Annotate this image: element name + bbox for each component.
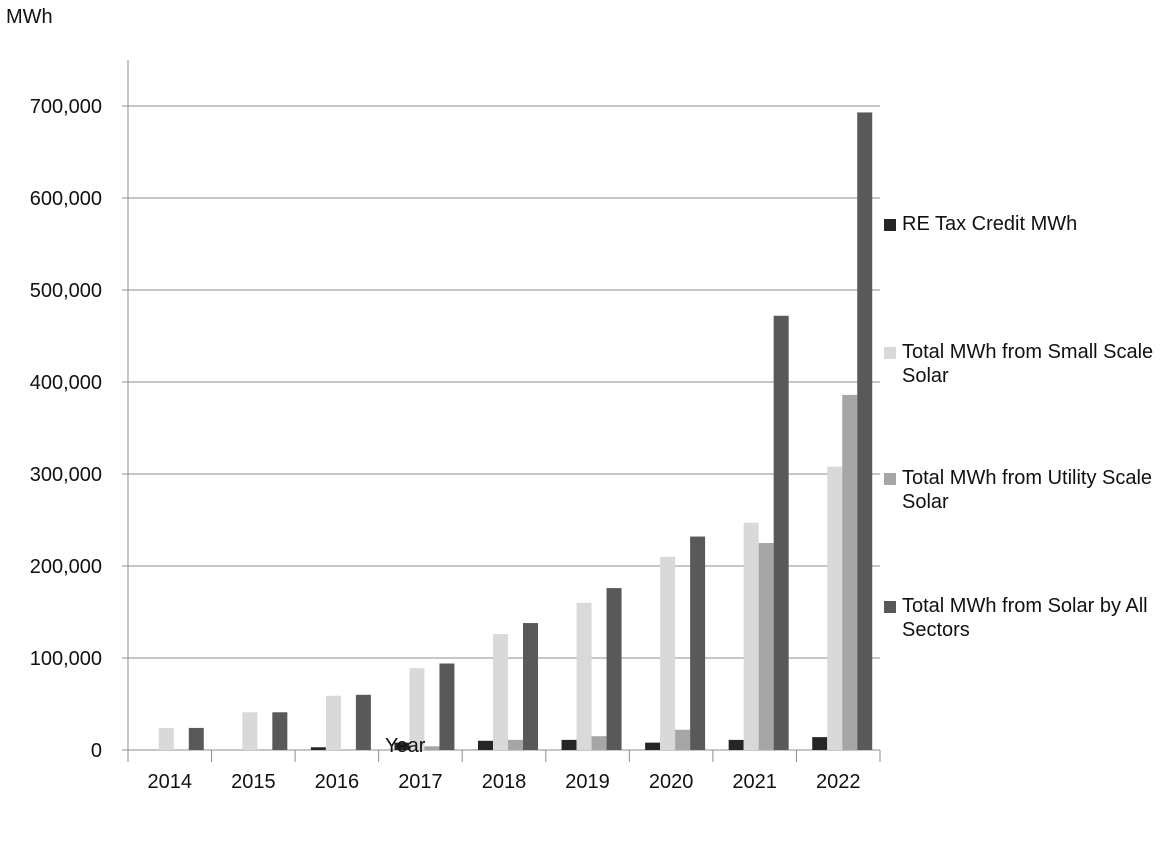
bar	[675, 729, 691, 750]
x-tick-label: 2018	[482, 771, 527, 793]
bar	[394, 742, 410, 750]
bar	[773, 315, 789, 750]
bar	[842, 394, 858, 750]
legend-swatch	[884, 601, 896, 613]
bar	[728, 739, 744, 750]
x-tick-label: 2016	[315, 771, 360, 793]
bar	[576, 602, 592, 750]
x-tick-label: 2022	[816, 771, 861, 793]
bar	[743, 522, 759, 750]
bar	[523, 623, 538, 750]
legend-item-all-sectors: Total MWh from Solar by All Sectors	[884, 594, 1164, 642]
bar	[645, 742, 661, 750]
legend-swatch	[884, 219, 896, 231]
bar	[758, 543, 774, 750]
bar	[310, 747, 326, 750]
legend-label: Total MWh from Small Scale Solar	[902, 341, 1154, 387]
x-tick-label: 2015	[231, 771, 276, 793]
x-tick-labels: 2014 2015 2016 2017 2018 2019 2020 2021 2022	[148, 771, 861, 793]
y-tick-label: 500,000	[30, 280, 102, 302]
bar	[827, 466, 843, 750]
bar	[857, 112, 873, 750]
bar	[591, 736, 607, 750]
bar	[812, 737, 828, 750]
x-tick-label: 2021	[732, 771, 777, 793]
bar	[493, 634, 508, 750]
bar	[606, 588, 622, 750]
bar	[355, 694, 371, 750]
y-tick-labels: 0 100,000 200,000 300,000 400,000 500,000 600,…	[30, 96, 102, 762]
y-axis-title: MWh	[6, 6, 53, 28]
y-tick-label: 600,000	[30, 188, 102, 210]
x-tick-label: 2014	[148, 771, 193, 793]
legend-swatch	[884, 473, 896, 485]
bar	[409, 668, 425, 750]
legend-label: Total MWh from Utility Scale Solar	[902, 467, 1153, 513]
bars	[158, 112, 873, 750]
x-tick-label: 2019	[565, 771, 610, 793]
bar	[439, 663, 455, 750]
bar	[660, 556, 676, 750]
y-tick-label: 200,000	[30, 556, 102, 578]
y-tick-label: 300,000	[30, 464, 102, 486]
legend-label: RE Tax Credit MWh	[902, 213, 1078, 235]
bar	[158, 727, 174, 750]
bar	[508, 739, 523, 750]
y-tick-label: 100,000	[30, 648, 102, 670]
bar	[478, 740, 493, 750]
bar	[188, 727, 204, 750]
bar	[325, 695, 341, 750]
bar	[561, 739, 577, 750]
legend-item-small-scale-solar: Total MWh from Small Scale Solar	[884, 340, 1164, 388]
legend-swatch	[884, 347, 896, 359]
x-tick-label: 2020	[649, 771, 694, 793]
bar	[272, 712, 288, 750]
y-tick-label: 400,000	[30, 372, 102, 394]
x-tick-label: 2017	[398, 771, 443, 793]
legend-item-re-tax-credit: RE Tax Credit MWh	[884, 212, 1164, 236]
x-axis-title: Year	[385, 735, 426, 757]
bar	[690, 536, 706, 750]
legend: RE Tax Credit MWh Total MWh from Small S…	[884, 0, 1166, 843]
y-tick-label: 0	[91, 740, 102, 762]
bar	[242, 712, 258, 750]
bar	[424, 746, 440, 750]
legend-label: Total MWh from Solar by All Sectors	[902, 595, 1148, 641]
y-tick-label: 700,000	[30, 96, 102, 118]
legend-item-utility-scale-solar: Total MWh from Utility Scale Solar	[884, 466, 1164, 514]
